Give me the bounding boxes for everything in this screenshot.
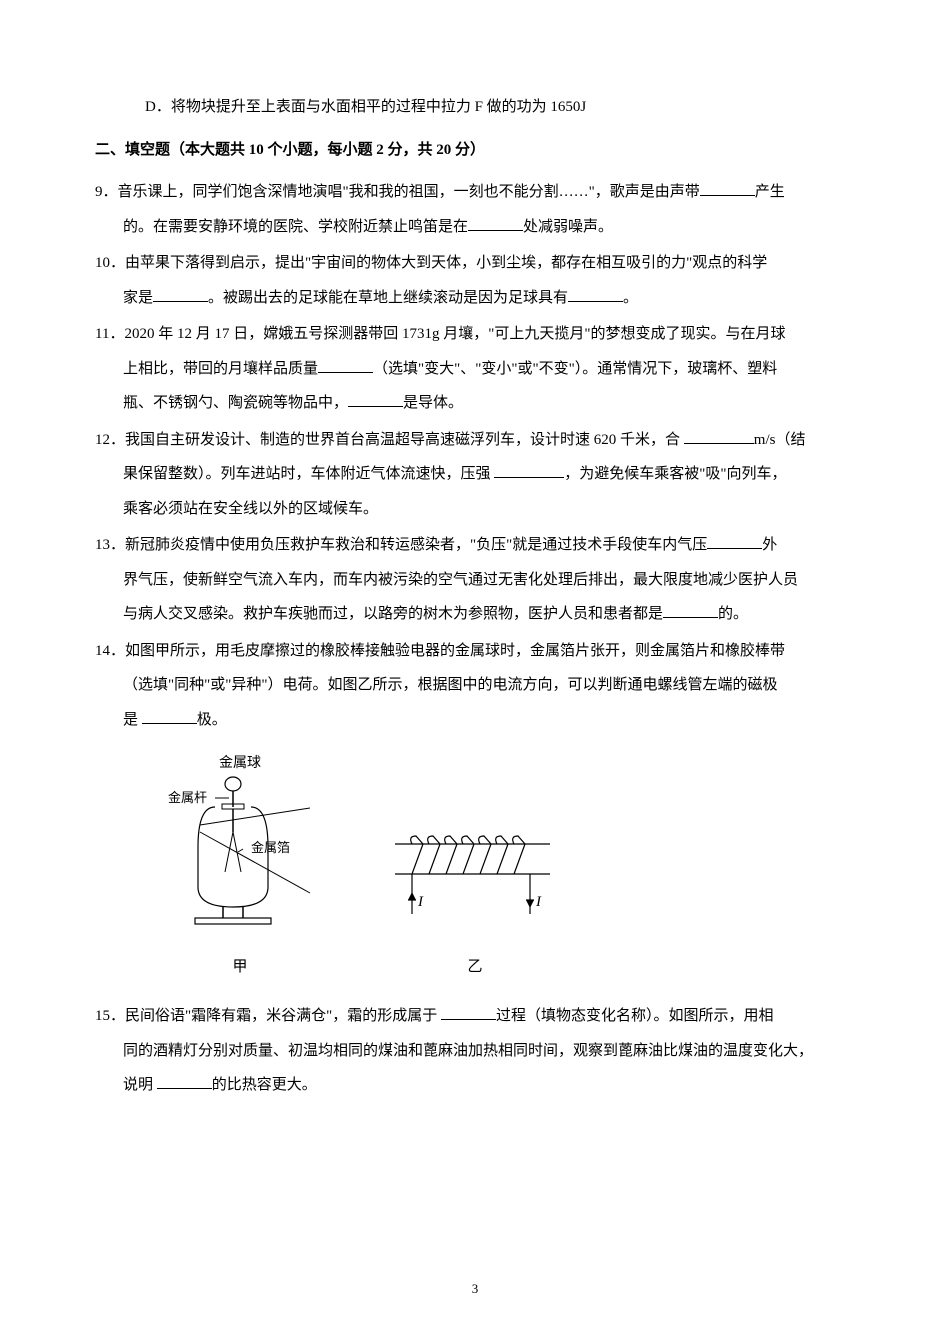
q13-line3: 与病人交叉感染。救护车疾驰而过，以路旁的树木为参照物，医护人员和患者都是 的。 (95, 597, 855, 632)
q15-text-b: 过程（填物态变化名称）。如图所示，用相 (496, 1008, 774, 1024)
q13-text-c: 界气压，使新鲜空气流入车内，而车内被污染的空气通过无害化处理后排出，最大限度地减… (123, 572, 798, 588)
q15-text-c: 同的酒精灯分别对质量、初温均相同的煤油和蓖麻油加热相同时间，观察到蓖麻油比煤油的… (123, 1043, 813, 1059)
q14-text-d: 极。 (197, 712, 227, 728)
question-10: 10．由苹果下落得到启示，提出"宇宙间的物体大到天体，小到尘埃，都存在相互吸引的… (95, 246, 855, 281)
q13-text-e: 的。 (718, 606, 748, 622)
question-11: 11．2020 年 12 月 17 日，嫦娥五号探测器带回 1731g 月壤，"… (95, 317, 855, 352)
question-13: 13．新冠肺炎疫情中使用负压救护车救治和转运感染者，"负压"就是通过技术手段使车… (95, 528, 855, 563)
q13-blank1 (707, 531, 762, 549)
q9-blank1 (700, 178, 755, 196)
q13-number: 13． (95, 537, 125, 553)
q12-line3: 乘客必须站在安全线以外的区域候车。 (95, 492, 855, 527)
figure-label-yi: 乙 (375, 946, 575, 985)
q10-line2: 家是 。被踢出去的足球能在草地上继续滚动是因为足球具有 。 (95, 281, 855, 316)
q14-number: 14． (95, 643, 125, 659)
q14-text-b: （选填"同种"或"异种"）电荷。如图乙所示，根据图中的电流方向，可以判断通电螺线… (123, 677, 778, 693)
q12-text-d: ，为避免候车乘客被"吸"向列车， (564, 466, 786, 482)
q15-line2: 同的酒精灯分别对质量、初温均相同的煤油和蓖麻油加热相同时间，观察到蓖麻油比煤油的… (95, 1034, 855, 1069)
electroscope-figure: 金属球 金属杆 金属箔 (165, 752, 315, 932)
question-14: 14．如图甲所示，用毛皮摩擦过的橡胶棒接触验电器的金属球时，金属箔片张开，则金属… (95, 634, 855, 669)
figure-container: 金属球 金属杆 金属箔 (95, 752, 855, 984)
q9-text-d: 处减弱噪声。 (523, 219, 613, 235)
q12-line2: 果保留整数）。列车进站时，车体附近气体流速快，压强 ，为避免候车乘客被"吸"向列… (95, 457, 855, 492)
q15-blank1 (441, 1002, 496, 1020)
q10-blank1 (153, 284, 208, 302)
q9-number: 9． (95, 184, 118, 200)
q12-text-a: 我国自主研发设计、制造的世界首台高温超导高速磁浮列车，设计时速 620 千米，合 (125, 432, 684, 448)
q12-text-b: m/s（结 (754, 432, 806, 448)
q12-blank2 (494, 460, 564, 478)
q11-blank1 (318, 355, 373, 373)
q12-number: 12． (95, 432, 125, 448)
q10-number: 10． (95, 255, 125, 271)
svg-text:I: I (417, 894, 424, 910)
q9-text-c: 的。在需要安静环境的医院、学校附近禁止鸣笛是在 (123, 219, 468, 235)
option-d: D．将物块提升至上表面与水面相平的过程中拉力 F 做的功为 1650J (95, 90, 855, 125)
label-metal-ball: 金属球 (219, 755, 261, 771)
q15-text-a: 民间俗语"霜降有霜，米谷满仓"，霜的形成属于 (125, 1008, 441, 1024)
q14-blank (142, 706, 197, 724)
q15-number: 15． (95, 1008, 125, 1024)
q9-line2: 的。在需要安静环境的医院、学校附近禁止鸣笛是在 处减弱噪声。 (95, 210, 855, 245)
q15-text-d: 说明 (123, 1077, 157, 1093)
q13-text-a: 新冠肺炎疫情中使用负压救护车救治和转运感染者，"负压"就是通过技术手段使车内气压 (125, 537, 707, 553)
q12-text-e: 乘客必须站在安全线以外的区域候车。 (123, 501, 378, 517)
q11-text-e: 是导体。 (403, 395, 463, 411)
q11-text-b: 上相比，带回的月壤样品质量 (123, 361, 318, 377)
q14-line2: （选填"同种"或"异种"）电荷。如图乙所示，根据图中的电流方向，可以判断通电螺线… (95, 668, 855, 703)
q10-text-c: 。被踢出去的足球能在草地上继续滚动是因为足球具有 (208, 290, 568, 306)
q9-blank2 (468, 213, 523, 231)
q9-text-b-cont: 产生 (755, 184, 785, 200)
section-heading: 二、填空题（本大题共 10 个小题，每小题 2 分，共 20 分） (95, 133, 855, 168)
q9-text-a: 音乐课上，同学们饱含深情地演唱"我和我的祖国，一刻也不能分割……"，歌声是由声带 (118, 184, 700, 200)
q15-text-e: 的比热容更大。 (212, 1077, 317, 1093)
label-metal-foil: 金属箔 (251, 840, 290, 855)
q11-text-c: （选填"变大"、"变小"或"不变"）。通常情况下，玻璃杯、塑料 (373, 361, 777, 377)
q14-line3: 是 极。 (95, 703, 855, 738)
q11-line2: 上相比，带回的月壤样品质量 （选填"变大"、"变小"或"不变"）。通常情况下，玻璃… (95, 352, 855, 387)
page-number: 3 (0, 1274, 950, 1304)
q13-text-d: 与病人交叉感染。救护车疾驰而过，以路旁的树木为参照物，医护人员和患者都是 (123, 606, 663, 622)
q15-line3: 说明 的比热容更大。 (95, 1068, 855, 1103)
q10-text-d: 。 (623, 290, 638, 306)
q10-text-b: 家是 (123, 290, 153, 306)
q13-line2: 界气压，使新鲜空气流入车内，而车内被污染的空气通过无害化处理后排出，最大限度地减… (95, 563, 855, 598)
q11-number: 11． (95, 326, 124, 342)
q14-text-c: 是 (123, 712, 142, 728)
label-metal-rod: 金属杆 (168, 790, 207, 805)
q11-blank2 (348, 389, 403, 407)
q15-blank2 (157, 1071, 212, 1089)
svg-text:I: I (535, 894, 542, 910)
q11-text-d: 瓶、不锈钢勺、陶瓷碗等物品中， (123, 395, 348, 411)
figure-label-jia: 甲 (165, 946, 315, 985)
question-12: 12．我国自主研发设计、制造的世界首台高温超导高速磁浮列车，设计时速 620 千… (95, 423, 855, 458)
q13-text-b: 外 (762, 537, 777, 553)
question-9: 9．音乐课上，同学们饱含深情地演唱"我和我的祖国，一刻也不能分割……"，歌声是由… (95, 175, 855, 210)
q11-text-a: 2020 年 12 月 17 日，嫦娥五号探测器带回 1731g 月壤，"可上九… (124, 326, 785, 342)
q12-blank1 (684, 426, 754, 444)
q10-blank2 (568, 284, 623, 302)
q11-line3: 瓶、不锈钢勺、陶瓷碗等物品中， 是导体。 (95, 386, 855, 421)
q12-text-c: 果保留整数）。列车进站时，车体附近气体流速快，压强 (123, 466, 494, 482)
q13-blank2 (663, 600, 718, 618)
solenoid-figure: I I (375, 822, 575, 932)
q10-text-a: 由苹果下落得到启示，提出"宇宙间的物体大到天体，小到尘埃，都存在相互吸引的力"观… (125, 255, 767, 271)
q14-text-a: 如图甲所示，用毛皮摩擦过的橡胶棒接触验电器的金属球时，金属箔片张开，则金属箔片和… (125, 643, 785, 659)
question-15: 15．民间俗语"霜降有霜，米谷满仓"，霜的形成属于 过程（填物态变化名称）。如图… (95, 999, 855, 1034)
